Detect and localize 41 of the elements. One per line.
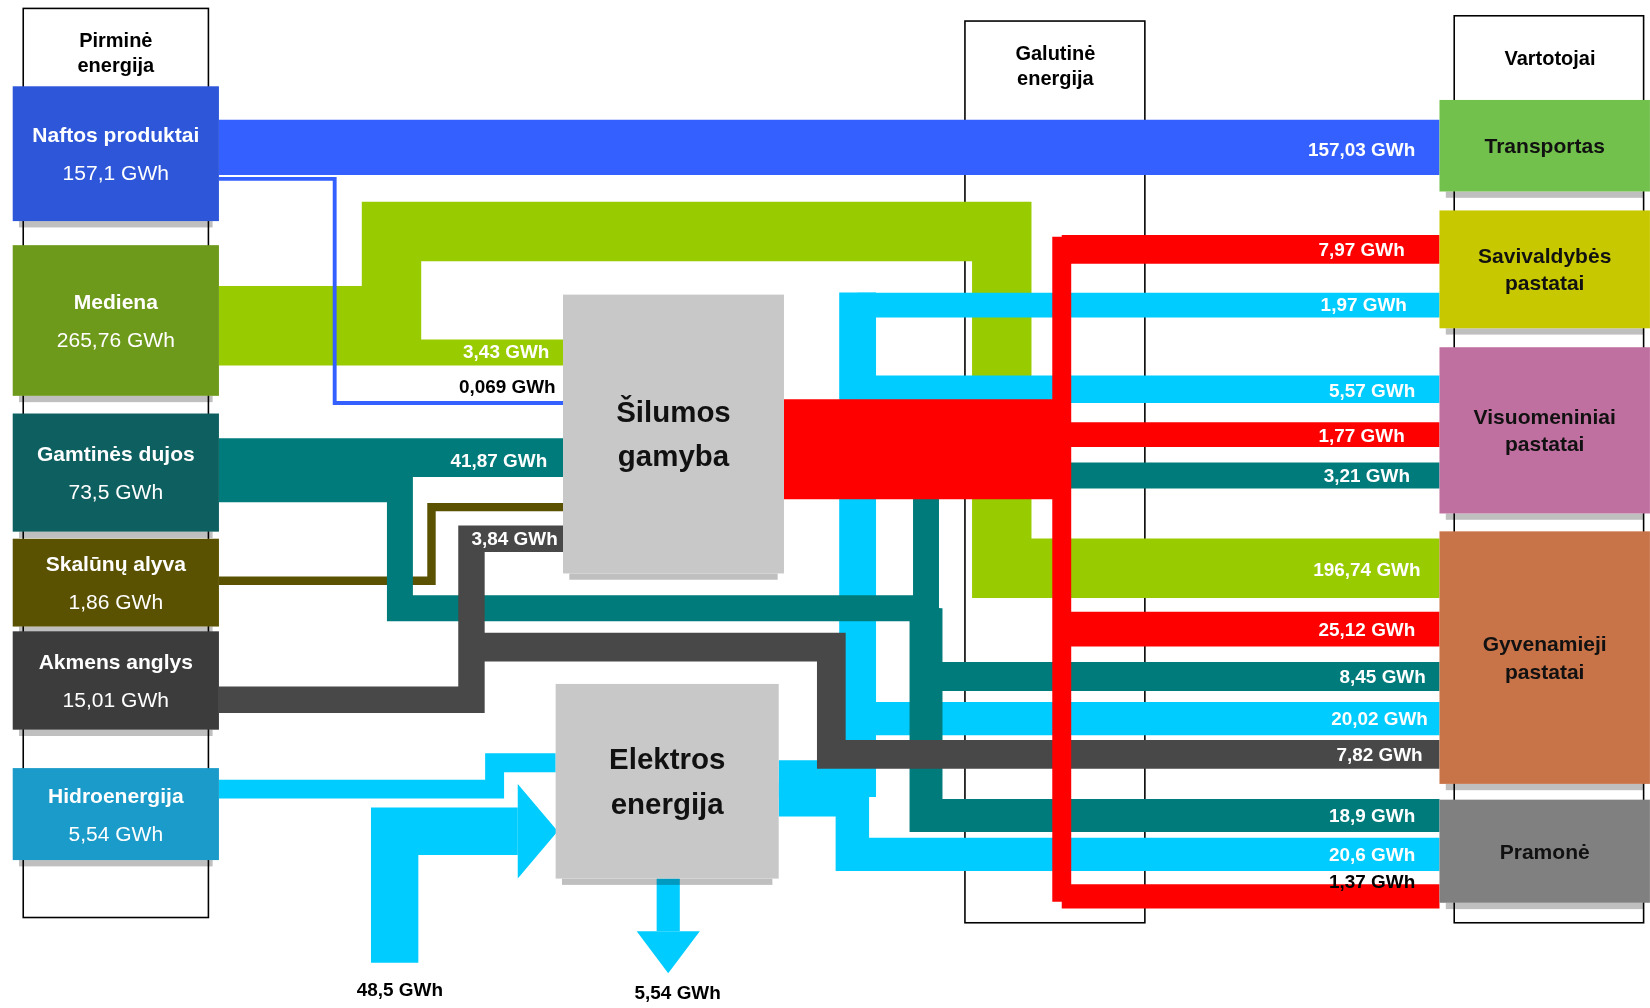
data-label: 7,97 GWh [1318, 238, 1405, 260]
text: Vartotojai [1504, 46, 1596, 69]
data-label: 0,069 GWh [458, 375, 556, 397]
category-label: Elektros energija [609, 742, 726, 820]
data-label: 20,02 GWh [1331, 708, 1428, 730]
data-label: 265,76 GWh [56, 327, 175, 351]
data-label: 3,21 GWh [1323, 465, 1411, 487]
data-label: 5,57 GWh [1329, 379, 1416, 401]
category-label: Mediena [73, 290, 159, 314]
data-label: 1,86 GWh [68, 590, 164, 614]
text: Pirminė energija [77, 28, 156, 77]
text: 48,5 GWh [356, 978, 444, 1000]
data-label: 15,01 GWh [62, 687, 170, 711]
category-label: Gamtinės dujos [36, 442, 195, 466]
data-label: 7,82 GWh [1336, 743, 1423, 765]
data-label: 8,45 GWh [1339, 666, 1426, 688]
category-label: Skalūnų alyva [45, 552, 187, 576]
category-label: Pramonė [1499, 839, 1590, 863]
data-label: 41,87 GWh [450, 450, 548, 472]
data-label: 3,84 GWh [471, 528, 558, 550]
category-label: Šilumos gamyba [616, 395, 731, 473]
data-label: 5,54 GWh [68, 821, 164, 845]
data-label: 25,12 GWh [1318, 618, 1416, 640]
data-label: 1,77 GWh [1318, 425, 1405, 447]
data-label: 157,1 GWh [62, 161, 170, 185]
data-label: 196,74 GWh [1313, 558, 1421, 580]
category-label: Hidroenergija [48, 783, 184, 807]
text: Galutinė energija [1015, 41, 1096, 89]
data-label: 157,03 GWh [1308, 138, 1416, 160]
data-label: 1,97 GWh [1320, 293, 1407, 315]
category-label: Gyvenamieji pastatai [1482, 632, 1607, 683]
data-label: 73,5 GWh [68, 480, 164, 504]
data-label: 18,9 GWh [1329, 804, 1416, 826]
text: 5,54 GWh [634, 981, 721, 1003]
data-label: 20,6 GWh [1329, 843, 1416, 865]
category-label: Naftos produktai [32, 123, 200, 147]
category-label: Savivaldybės pastatai [1478, 244, 1612, 295]
category-label: Visuomeniniai pastatai [1473, 405, 1616, 456]
category-label: Akmens anglys [38, 650, 193, 674]
category-label: Transportas [1484, 134, 1605, 158]
data-label: 3,43 GWh [463, 340, 550, 362]
